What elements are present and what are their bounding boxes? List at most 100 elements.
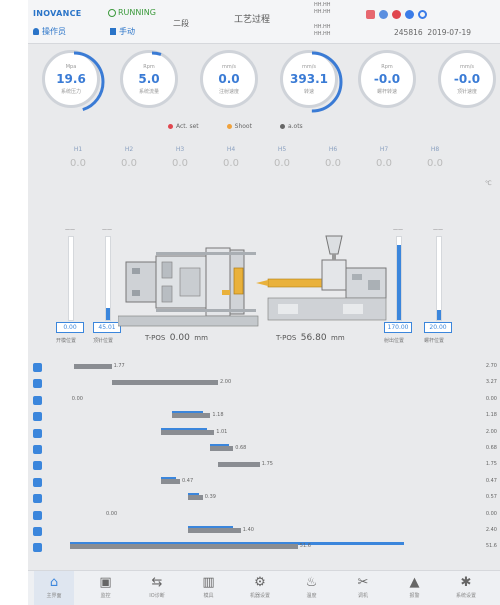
bar-right-value: 0.00 (485, 510, 497, 517)
set-bar (69, 544, 298, 550)
mini-readout-bottom: HH.HH HH.HH (314, 24, 331, 37)
mold-set-icon: ▥ (202, 575, 215, 590)
gauge-unit: Rpm (143, 64, 155, 70)
bar-right-value: 3.27 (485, 379, 497, 386)
left-bar2-value[interactable]: 45.01 (93, 322, 121, 333)
clamp-detail (132, 268, 140, 274)
network-icon[interactable] (405, 10, 414, 19)
temp-zone-label: H2 (124, 146, 134, 153)
bar-value: 1.18 (212, 412, 224, 419)
nav-label: 温度 (306, 593, 317, 599)
temp-zone: H2 0.0 (109, 146, 149, 169)
nav-item-mold-set[interactable]: ▥ 模具 (189, 571, 229, 605)
legend-dot (226, 124, 232, 129)
right-bar2-value[interactable]: 20.00 (424, 322, 452, 333)
actual-bar (187, 526, 234, 529)
chart-row: 51.6 51.6 (28, 542, 500, 554)
set-bar (210, 446, 234, 451)
bar-value: 0.00 (71, 395, 83, 402)
nav-label: 模具 (203, 593, 214, 599)
nav-item-temp[interactable]: ♨ 温度 (292, 571, 332, 605)
nav-label: IO诊断 (149, 593, 165, 599)
nav-item-gear[interactable]: ⚙ 机器设置 (240, 571, 280, 605)
bar-right-value: 1.18 (485, 412, 497, 419)
bar-right-value: 0.57 (485, 494, 497, 501)
nav-label: 机器设置 (249, 593, 270, 599)
nav-item-tools[interactable]: ✂ 调机 (343, 571, 383, 605)
bar-right-value: 2.00 (485, 428, 497, 435)
home-icon: ⌂ (49, 575, 59, 590)
chart-row: 0.39 0.57 (28, 493, 500, 505)
nozzle (256, 280, 268, 286)
set-bar (161, 478, 180, 484)
right-bar1-value[interactable]: 170.00 (384, 322, 412, 333)
power-icon[interactable] (418, 10, 427, 19)
gauge-2: Rpm 5.0 系统流量 (120, 50, 183, 113)
left-bar2 (105, 236, 111, 321)
hopper-block (321, 259, 347, 291)
run-status-icon (108, 8, 116, 17)
open-icon (33, 379, 42, 389)
legend-dot (279, 124, 285, 129)
bar-right-value: 51.6 (485, 543, 497, 550)
actual-bar (210, 444, 230, 447)
chart-row: 0.00 0.00 (28, 510, 500, 522)
bar-value: 0.39 (204, 494, 216, 501)
mode-indicator: 手动 (110, 26, 135, 37)
clamp-icon (33, 363, 42, 372)
alarm-flag-icon[interactable] (366, 10, 375, 19)
chart-row: 1.75 1.75 (28, 460, 500, 472)
gauge-arc (281, 51, 343, 113)
stop-icon[interactable] (392, 10, 401, 19)
right-bar2 (436, 236, 442, 321)
gauge-label: 注射速度 (218, 89, 239, 95)
page-title: 工艺过程 (234, 15, 271, 25)
bar-right-value: 2.70 (485, 363, 497, 369)
mold-icon (33, 527, 42, 536)
nav-item-settings[interactable]: ✱ 系统设置 (446, 571, 486, 605)
nav-item-home[interactable]: ⌂ 主界面 (34, 571, 74, 605)
gauge-label: 系统压力 (60, 89, 81, 95)
temp-zone-label: H4 (226, 146, 236, 153)
nav-item-io[interactable]: ⇆ IO诊断 (137, 571, 177, 605)
gauge-4: mm/s 393.1 转速 (280, 50, 343, 113)
legend-item: a.ots (279, 123, 317, 130)
temp-zone: H8 0.0 (415, 146, 455, 169)
chart-row: 0.00 0.00 (28, 395, 500, 407)
gear-icon: ⚙ (254, 575, 266, 590)
temp-zone: H6 0.0 (313, 146, 353, 169)
core-icon (33, 494, 42, 504)
moving-platen (205, 247, 231, 317)
bar-value: 0.68 (235, 445, 247, 451)
nav-item-monitor[interactable]: ▣ 监控 (86, 571, 126, 605)
eject-icon (33, 395, 42, 405)
header-icons (366, 10, 431, 19)
nav-item-alarm[interactable]: ▲ 报警 (395, 571, 435, 605)
chart-row: 1.01 2.00 (28, 427, 500, 440)
message-icon[interactable] (379, 10, 388, 19)
right-bar1-cap: —— (393, 227, 403, 233)
gauge-arc (121, 51, 183, 113)
bar-value: 1.01 (216, 428, 228, 435)
bar-value: 51.6 (299, 543, 311, 550)
nav-label: 系统设置 (455, 593, 476, 599)
nav-label: 调机 (357, 593, 368, 599)
user-button[interactable]: 操作员 (33, 26, 66, 37)
gauge-row: Mpa 19.6 系统压力 Rpm 5.0 系统流量 mm/s 0.0 注射速度 mm/s 393.… (28, 50, 500, 113)
gauge-label: 螺杆转速 (376, 89, 397, 95)
cycle-icon (33, 543, 42, 553)
bar-value: 1.40 (242, 527, 254, 533)
right-bar1-label: 射出位置 (384, 338, 405, 344)
temp-zone-value: 0.0 (172, 158, 188, 169)
nav-label: 监控 (100, 593, 111, 599)
hold-icon (33, 428, 42, 438)
right-bar2-cap: —— (433, 227, 443, 233)
gauge-value: 0.0 (218, 72, 240, 86)
left-bar1-value[interactable]: 0.00 (56, 322, 84, 333)
chart-legend: Act. set Shoot a.ots (168, 123, 331, 130)
left-bar2-cap: —— (102, 227, 112, 233)
tie-bar (156, 252, 256, 255)
bar-right-value: 2.40 (485, 527, 497, 533)
chart-row: 0.47 0.47 (28, 476, 500, 489)
gauge-label: 顶针速度 (456, 89, 477, 95)
